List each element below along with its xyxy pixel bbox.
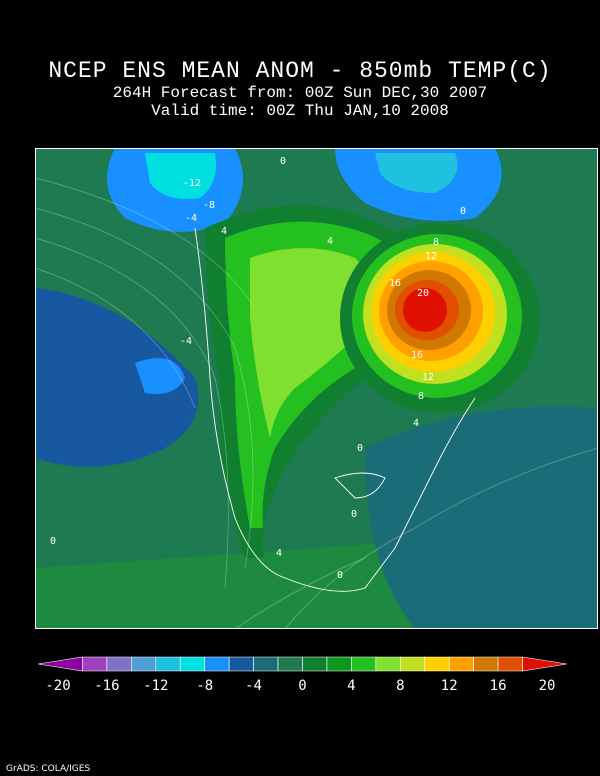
colorbar-cell: [106, 656, 132, 672]
contour-label: 12: [422, 372, 434, 383]
contour-label: 4: [413, 418, 419, 429]
colorbar-tick-label: -16: [94, 678, 119, 694]
anomaly-map: -12 -8 -4 -4 0 0 0 0 0 0 4 4 4 4 8 8 12 …: [35, 148, 598, 629]
colorbar-cell: [326, 656, 352, 672]
contour-label: 8: [418, 391, 424, 402]
colorbar-cell: [155, 656, 181, 672]
colorbar-cell: [448, 656, 474, 672]
colorbar-tick-label: 0: [298, 678, 306, 694]
colorbar-tick-label: -4: [245, 678, 262, 694]
colorbar-cell: [399, 656, 426, 672]
contour-label: 16: [411, 350, 423, 361]
contour-label: 8: [433, 237, 439, 248]
contour-label: 4: [327, 236, 333, 247]
colorbar-cell: [473, 656, 499, 672]
colorbar-cell: [253, 656, 279, 672]
colorbar-tick-label: 4: [347, 678, 355, 694]
contour-label: -4: [185, 213, 197, 224]
pacific-cold-core: [135, 358, 185, 394]
colorbar-tick-label: 20: [539, 678, 556, 694]
contour-label: 0: [357, 443, 363, 454]
colorbar: -20 -16 -12 -8 -4 0 4 8 12 16 20: [37, 656, 568, 694]
pacific-cold-region: [35, 288, 199, 467]
contour-label: 0: [460, 206, 466, 217]
contour-label: 20: [417, 288, 429, 299]
warm-band-inner: [250, 248, 373, 438]
coastlines: [194, 227, 476, 592]
northeast-cold-core: [375, 153, 458, 193]
forecast-subtitle: 264H Forecast from: 00Z Sun DEC,30 2007: [112, 84, 488, 102]
contour-label: 16: [389, 278, 401, 289]
colorbar-tick-label: -12: [143, 678, 168, 694]
contour-label: 0: [280, 156, 286, 167]
colorbar-cell: [497, 656, 523, 672]
contour-label: 0: [50, 536, 56, 547]
colorbar-tick-label: 16: [490, 678, 507, 694]
valid-time-subtitle: Valid time: 00Z Thu JAN,10 2008: [151, 102, 449, 120]
colorbar-cell: [302, 656, 328, 672]
colorbar-cell: [228, 656, 254, 672]
northwest-cold-core: [145, 153, 216, 199]
contour-label: 12: [425, 251, 437, 262]
colorbar-cell: [277, 656, 303, 672]
contour-lines: [35, 177, 598, 629]
colorbar-tick-labels: -20 -16 -12 -8 -4 0 4 8 12 16 20: [45, 678, 555, 694]
colorbar-tick-label: 12: [441, 678, 458, 694]
colorbar-cell: [351, 656, 377, 672]
colorbar-cell: [375, 656, 401, 672]
colorbar-cell: [522, 656, 568, 672]
colorbar-tick-label: -8: [196, 678, 213, 694]
credit-footer: GrADS: COLA/IGES: [6, 764, 91, 774]
map-frame: [35, 148, 598, 629]
contour-label: 4: [276, 548, 282, 559]
colorbar-tick-label: 8: [396, 678, 404, 694]
contour-label: -4: [180, 336, 192, 347]
colorbar-tick-label: -20: [45, 678, 70, 694]
contour-label: -12: [183, 178, 201, 189]
atlantic-region: [365, 406, 598, 629]
contour-label: 0: [351, 509, 357, 520]
contour-label: -8: [203, 200, 215, 211]
colorbar-cell: [424, 656, 450, 672]
colorbar-cell: [204, 656, 230, 672]
map-title: NCEP ENS MEAN ANOM - 850mb TEMP(C): [48, 58, 552, 84]
colorbar-cell: [82, 656, 108, 672]
warm-core-center: [403, 288, 447, 332]
colorbar-cells: [37, 656, 568, 672]
contour-label: 4: [221, 226, 227, 237]
colorbar-cell: [131, 656, 157, 672]
contour-label: 0: [337, 570, 343, 581]
colorbar-cell: [37, 656, 83, 672]
colorbar-cell: [179, 656, 205, 672]
contour-label-group: -12 -8 -4 -4 0 0 0 0 0 0 4 4 4 4 8 8 12 …: [50, 156, 466, 581]
